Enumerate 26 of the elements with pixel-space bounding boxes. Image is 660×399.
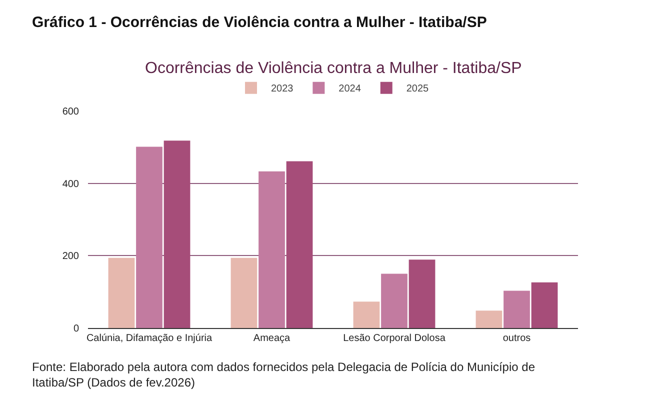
bar bbox=[230, 258, 258, 328]
bar bbox=[136, 146, 162, 328]
legend-label: 2024 bbox=[338, 84, 362, 95]
bar bbox=[476, 310, 502, 328]
x-tick-label: Lesão Corporal Dolosa bbox=[343, 333, 446, 344]
bar bbox=[408, 260, 436, 328]
x-tick-label: Calúnia, Difamação e Injúria bbox=[86, 333, 212, 344]
source-note: Fonte: Elaborado pela autora com dados fornecidos pela Delegacia de Polícia do Município de Itatiba/SP (Dados de fev.2026) bbox=[32, 360, 536, 390]
bar bbox=[108, 258, 135, 328]
y-tick-label: 0 bbox=[73, 324, 80, 334]
chart-subtitle: Ocorrências de Violência contra a Mulher - Itatiba/SP bbox=[145, 60, 522, 77]
bar bbox=[531, 282, 558, 328]
chart-title: Gráfico 1 - Ocorrências de Violência contra a Mulher - Itatiba/SP bbox=[32, 14, 487, 31]
bar bbox=[353, 302, 380, 328]
legend-label: 2023 bbox=[271, 84, 294, 95]
y-tick-label: 400 bbox=[62, 178, 80, 190]
legend-label: 2025 bbox=[406, 84, 430, 95]
bar bbox=[286, 161, 313, 328]
y-tick-label: 200 bbox=[62, 251, 80, 262]
bar bbox=[381, 274, 408, 328]
x-tick-label: Ameaça bbox=[253, 333, 291, 344]
bar bbox=[258, 171, 285, 328]
y-tick-label: 600 bbox=[62, 106, 80, 118]
bar bbox=[164, 140, 190, 328]
bar bbox=[504, 290, 530, 328]
x-tick-label: outros bbox=[502, 333, 531, 344]
